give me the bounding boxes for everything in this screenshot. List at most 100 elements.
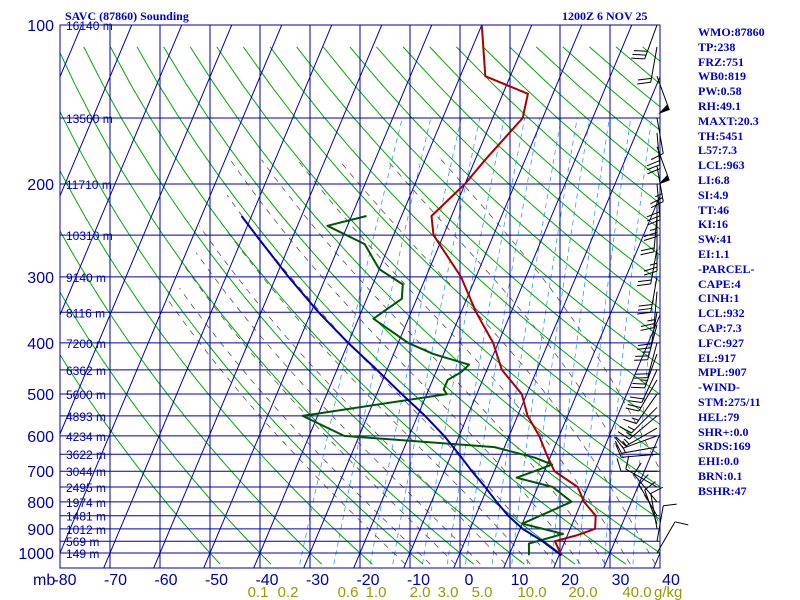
index-value: SW:41: [698, 232, 733, 247]
height-label: 1974 m: [66, 496, 106, 510]
index-value: SI:4.9: [698, 187, 729, 202]
pressure-tick-label: 300: [27, 270, 54, 287]
moist-adiabat: [179, 287, 431, 565]
mixing-ratio-tick-label: 3.0: [438, 584, 459, 600]
moist-adiabat: [261, 159, 606, 565]
wind-barb: [628, 369, 658, 404]
index-value: CINH:1: [698, 291, 740, 306]
pressure-tick-label: 700: [27, 464, 54, 481]
moist-adiabat: [338, 159, 656, 565]
index-value: EL:917: [698, 350, 737, 365]
mixing-ratio-line: [667, 118, 702, 564]
pressure-tick-label: 900: [27, 522, 54, 539]
temperature-tick-label: -10: [407, 572, 430, 589]
index-value: HEL:79: [698, 409, 740, 424]
wind-barb: [638, 474, 658, 516]
wind-barb: [633, 462, 658, 503]
index-value: -PARCEL-: [698, 261, 755, 276]
index-value: MPL:907: [698, 365, 747, 380]
isotherm: [353, 25, 583, 568]
wind-barb: [637, 312, 658, 350]
index-value: TH:5451: [698, 128, 744, 143]
dry-adiabat: [189, 46, 660, 521]
index-value: FRZ:751: [698, 54, 744, 69]
vertical-grid: [109, 25, 611, 568]
mixing-ratio-tick-label: 5.0: [472, 584, 493, 600]
wind-barb: [637, 276, 658, 315]
index-value: L57:7.3: [698, 143, 737, 158]
index-value: BRN:0.1: [698, 469, 743, 483]
pressure-tick-label: 800: [27, 495, 54, 512]
pressure-unit-label: mb: [33, 572, 55, 589]
index-value: RH:49.1: [698, 99, 741, 113]
index-value: MAXT:20.3: [698, 113, 759, 128]
dry-adiabats: [60, 46, 660, 565]
profiles: [240, 25, 597, 557]
temperature-tick-label: -60: [154, 572, 177, 589]
pressure-tick-label: 1000: [18, 546, 54, 563]
wind-barb: [614, 435, 658, 449]
temperature-tick-label: 10: [511, 572, 529, 589]
temperature-tick-label: 0: [465, 572, 474, 589]
index-value: PW:0.58: [698, 84, 742, 99]
wind-barb: [650, 117, 664, 161]
temperature-tick-label: 20: [561, 572, 579, 589]
wind-barb: [637, 248, 658, 287]
index-value: LFC:927: [698, 335, 744, 350]
index-value: TT:46: [698, 202, 730, 217]
mixing-ratio-tick-label: 10.0: [517, 584, 546, 600]
mixing-ratio-tick-label: 2.0: [410, 584, 431, 600]
wind-barb: [640, 291, 658, 331]
height-label: 1012 m: [66, 523, 106, 537]
dry-adiabat: [60, 169, 373, 565]
isotherm: [303, 25, 533, 568]
temperature-tick-label: 30: [612, 572, 630, 589]
dry-adiabat: [60, 229, 323, 565]
moist-adiabat: [212, 210, 531, 565]
temperature-tick-label: -50: [205, 572, 228, 589]
isotherm: [153, 25, 383, 568]
isotherm: [0, 1, 42, 575]
temperature-tick-label: -70: [104, 572, 127, 589]
isotherm: [503, 194, 660, 568]
moist-adiabat: [441, 159, 660, 471]
wind-barb: [625, 379, 658, 412]
dry-adiabat: [402, 46, 660, 283]
index-value: CAP:7.3: [698, 321, 742, 335]
chart-title: SAVC (87860) Sounding: [65, 9, 189, 23]
index-value: BSHR:47: [698, 483, 747, 498]
dry-adiabat: [60, 353, 221, 565]
wind-barb: [623, 393, 658, 425]
temperature-profile: [430, 25, 597, 556]
height-label: 4234 m: [66, 430, 106, 444]
plot-frame: [59, 24, 661, 569]
dry-adiabat: [136, 46, 627, 565]
mixing-ratio-line: [511, 117, 578, 565]
moist-adiabat: [229, 159, 581, 565]
dry-adiabat: [349, 46, 660, 338]
index-value: SRDS:169: [698, 439, 751, 454]
wind-barb: [615, 427, 658, 447]
isotherm: [60, 25, 283, 555]
index-value: LI:6.8: [698, 173, 730, 187]
wind-barb: [656, 75, 670, 115]
mixing-ratio-tick-label: 20.0: [568, 584, 597, 600]
index-value: TP:238: [698, 39, 736, 54]
index-value: KI:16: [698, 217, 728, 232]
pressure-axis: 100 200 300 400 500 600 700 800 900 1000 mb: [18, 18, 55, 589]
wind-barb: [646, 183, 661, 226]
pressure-tick-label: 600: [27, 429, 54, 446]
wind-barb: [614, 440, 658, 454]
wind-barb: [615, 444, 658, 458]
index-value: LCL:932: [698, 306, 745, 321]
moist-adiabats: [166, 159, 660, 565]
height-label: 9140 m: [66, 271, 106, 285]
dry-adiabat: [296, 46, 660, 396]
wind-barb: [616, 458, 657, 472]
isotherms: [0, 1, 660, 575]
isotherm: [60, 25, 233, 436]
wind-barb: [634, 324, 658, 361]
height-label: 11710 m: [66, 178, 112, 192]
